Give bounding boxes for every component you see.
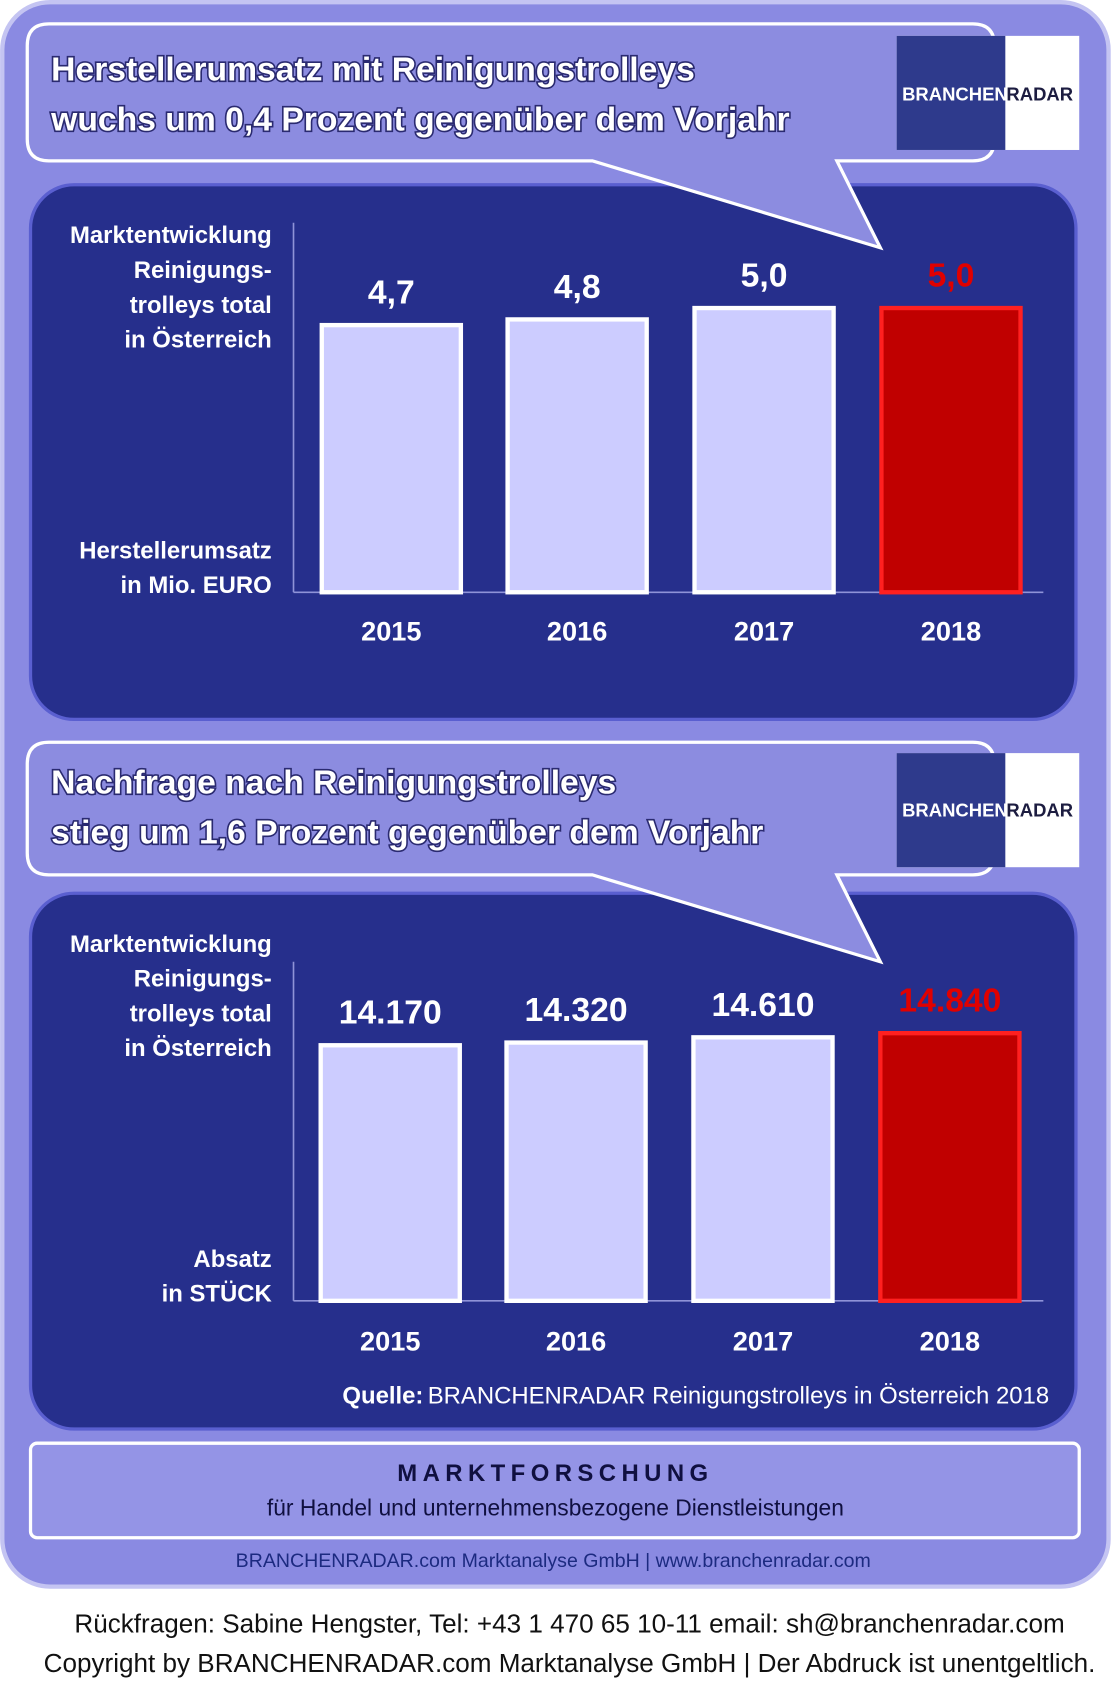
value-label: 5,0 [928, 258, 975, 295]
callout [25, 22, 997, 251]
y-axis-label: in STÜCK [162, 1281, 273, 1308]
footer-company: BRANCHENRADAR.com Marktanalyse GmbH | ww… [236, 1550, 871, 1572]
x-tick-label: 2016 [547, 616, 607, 647]
logo-text: RADAR [1006, 84, 1073, 105]
chart-title: wuchs um 0,4 Prozent gegenüber dem Vorja… [50, 102, 789, 139]
logo-text: RADAR [1006, 800, 1073, 821]
copyright: Copyright by BRANCHENRADAR.com Marktanal… [44, 1648, 1096, 1678]
annotation: Reinigungs- [134, 257, 272, 284]
footer-box [28, 1441, 1081, 1540]
value-label: 5,0 [741, 258, 788, 295]
x-tick-label: 2016 [546, 1325, 606, 1356]
annotation: in Österreich [124, 1035, 271, 1062]
logo-text: BRANCHEN [902, 84, 1008, 105]
annotation: in Österreich [124, 327, 271, 354]
value-label: 4,8 [554, 269, 601, 306]
source-text: BRANCHENRADAR Reinigungstrolleys in Öste… [428, 1383, 1049, 1410]
value-label: 14.170 [339, 995, 442, 1032]
value-label: 14.320 [525, 992, 628, 1029]
chart-title: Herstellerumsatz mit Reinigungstrolleys [51, 52, 695, 89]
x-tick-label: 2018 [920, 1325, 980, 1356]
annotation: Marktentwicklung [70, 222, 272, 249]
value-label: 4,7 [368, 275, 415, 312]
bar [692, 305, 836, 595]
x-tick-label: 2015 [361, 616, 421, 647]
bar [318, 1043, 462, 1303]
y-axis-label: Herstellerumsatz [79, 537, 272, 564]
x-tick-label: 2015 [360, 1325, 420, 1356]
x-tick-label: 2018 [921, 616, 981, 647]
source: Quelle: BRANCHENRADAR Reinigungstrolleys … [342, 1383, 1049, 1410]
annotation: Marktentwicklung [70, 931, 272, 958]
value-label: 14.840 [898, 983, 1001, 1020]
contact: Rückfragen: Sabine Hengster, Tel: +43 1 … [74, 1609, 1064, 1639]
chart-title: Nachfrage nach Reinigungstrolleys [51, 765, 616, 802]
value-label: 14.610 [711, 987, 814, 1024]
annotation: trolleys total [130, 1000, 272, 1027]
y-axis-label: in Mio. EURO [120, 572, 271, 599]
bar [691, 1035, 835, 1303]
chart-title: stieg um 1,6 Prozent gegenüber dem Vorja… [51, 815, 763, 852]
annotation: Reinigungs- [134, 966, 272, 993]
logo-box [896, 753, 1006, 868]
footer-heading: MARKTFORSCHUNG [397, 1460, 713, 1487]
x-tick-label: 2017 [734, 616, 794, 647]
source-label: Quelle: [342, 1383, 423, 1410]
y-axis-label: Absatz [193, 1246, 271, 1273]
bar [319, 322, 464, 595]
bar [879, 305, 1023, 595]
logo-box [896, 35, 1006, 150]
bar [878, 1031, 1022, 1303]
footer-subtitle: für Handel und unternehmensbezogene Dien… [267, 1495, 844, 1521]
x-tick-label: 2017 [733, 1325, 793, 1356]
logo-text: BRANCHEN [902, 800, 1008, 821]
bar [504, 1040, 648, 1303]
logo: BRANCHEN RADAR [896, 35, 1080, 150]
logo: BRANCHEN RADAR [896, 753, 1080, 868]
bar [505, 317, 649, 595]
annotation: trolleys total [130, 292, 272, 319]
